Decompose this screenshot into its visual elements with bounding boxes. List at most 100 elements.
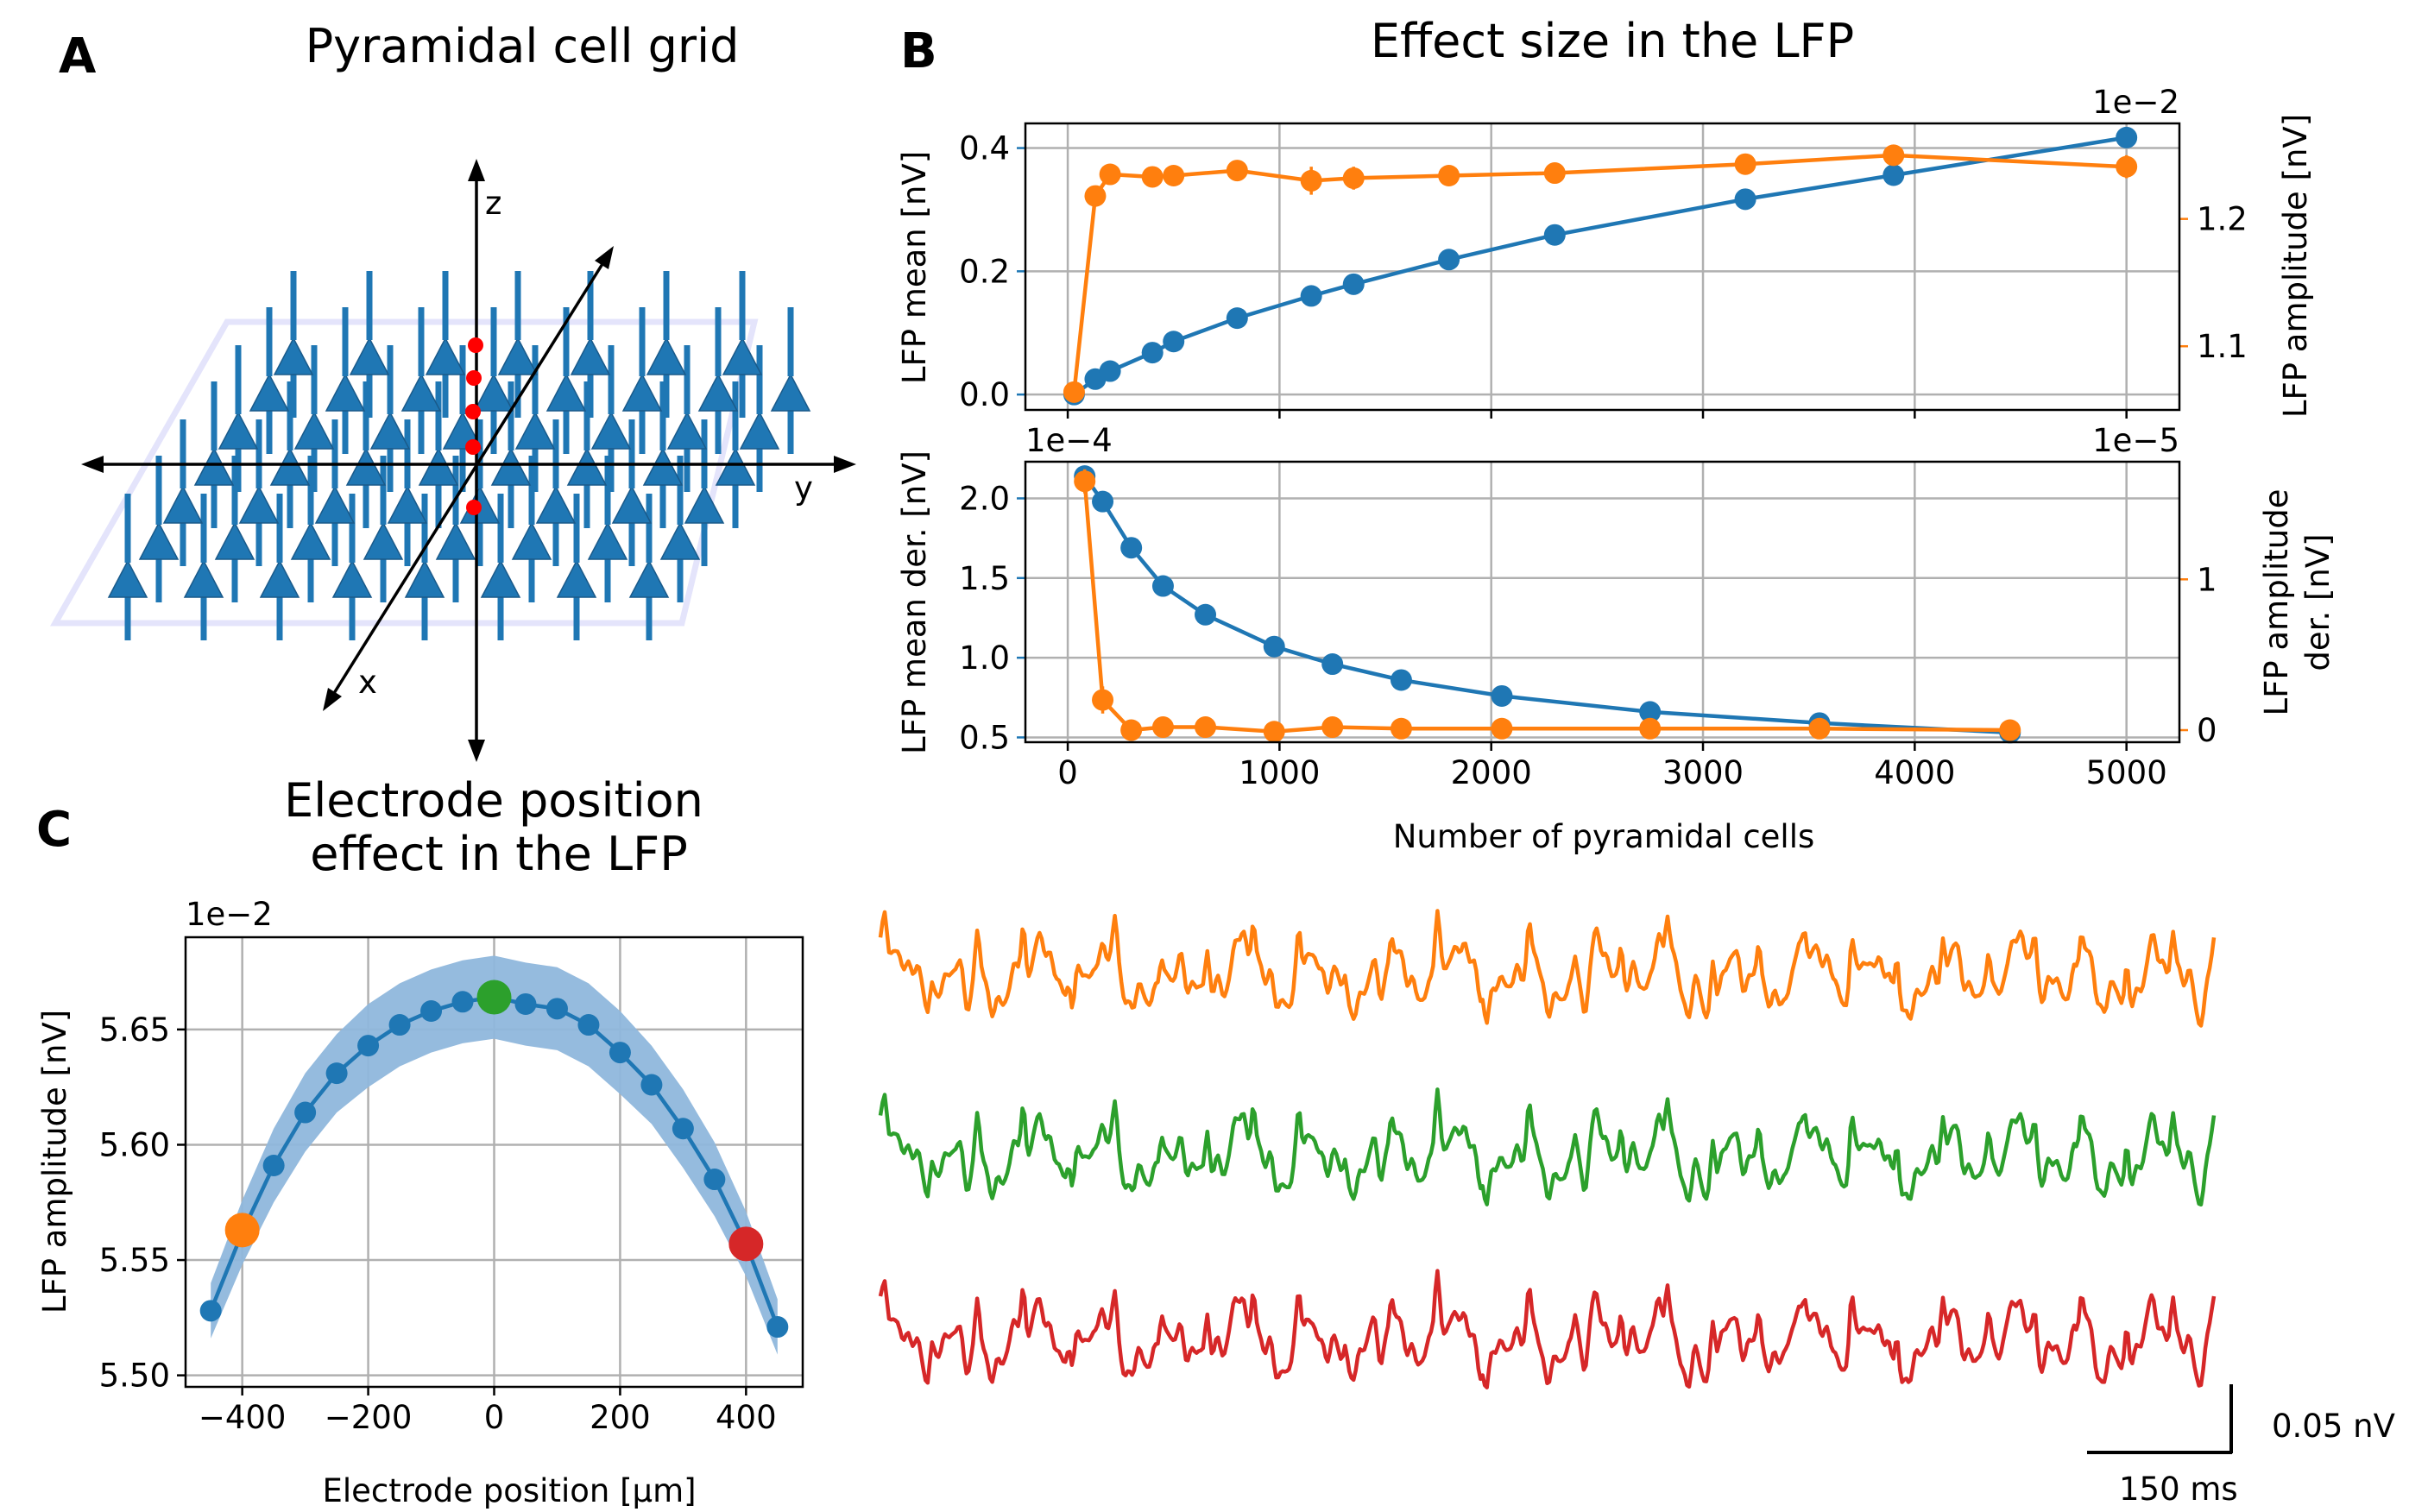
data-point-orange bbox=[1226, 160, 1248, 182]
data-point-orange bbox=[1151, 716, 1174, 739]
x-tick-label: 1000 bbox=[1239, 754, 1320, 791]
neuron-soma bbox=[715, 447, 756, 486]
x-axis-arrow-back bbox=[595, 246, 614, 269]
data-point bbox=[388, 1014, 411, 1036]
data-point-blue bbox=[1300, 285, 1322, 307]
data-point-blue bbox=[1342, 273, 1365, 295]
data-point bbox=[577, 1014, 600, 1036]
c-x-axis-label: Electrode position [μm] bbox=[322, 1472, 696, 1509]
panel-b-letter: B bbox=[900, 23, 937, 79]
neuron-soma bbox=[697, 373, 739, 412]
right-tick-label: 1.2 bbox=[2197, 201, 2248, 238]
data-point bbox=[514, 992, 537, 1015]
z-axis-arrow-up bbox=[468, 159, 485, 181]
neuron-soma bbox=[684, 485, 725, 524]
axis-label-y: y bbox=[794, 469, 813, 507]
data-point-blue bbox=[2116, 126, 2138, 148]
y-tick-label: 5.50 bbox=[99, 1358, 170, 1395]
neuron-soma bbox=[183, 559, 224, 598]
neuron-soma bbox=[214, 521, 255, 560]
data-point bbox=[420, 999, 443, 1022]
neuron-soma bbox=[387, 485, 428, 524]
neuron-soma bbox=[722, 337, 763, 375]
b-x-axis-label: Number of pyramidal cells bbox=[1393, 818, 1815, 855]
neuron-soma bbox=[418, 447, 459, 486]
data-point bbox=[640, 1074, 663, 1096]
data-point bbox=[672, 1118, 694, 1140]
chart-c: −400 −200 0 200 400 5.50 5.55 5.60 5.65 1e−2 LFP a… bbox=[36, 896, 804, 1509]
axes-frame bbox=[1024, 460, 2181, 744]
neuron-soma bbox=[345, 447, 387, 486]
lfp-trace-orange bbox=[878, 909, 2217, 1028]
pyramidal-grid-diagram: z y x bbox=[49, 159, 856, 762]
b-bottom-right-label-line1: LFP amplitude bbox=[2258, 489, 2295, 716]
electrode-point bbox=[465, 439, 481, 455]
neuron-soma bbox=[480, 559, 521, 598]
data-point bbox=[294, 1101, 317, 1124]
neuron-soma bbox=[587, 521, 628, 560]
electrode-point bbox=[466, 500, 482, 515]
neuron-soma bbox=[404, 559, 445, 598]
electrode-point bbox=[465, 404, 481, 419]
data-point-orange bbox=[1639, 717, 1662, 740]
series-blue bbox=[1074, 465, 2021, 744]
data-point-orange bbox=[1734, 153, 1756, 175]
series-line-blue bbox=[1082, 475, 2010, 735]
x-tick-label: 2000 bbox=[1451, 754, 1532, 791]
data-point-blue bbox=[1141, 342, 1164, 364]
data-point-blue bbox=[1120, 537, 1143, 559]
gridlines bbox=[1025, 462, 2179, 742]
c-offset-text: 1e−2 bbox=[186, 896, 273, 933]
electrode-point bbox=[468, 337, 483, 353]
neuron-soma bbox=[590, 411, 632, 450]
x-tick-label: −200 bbox=[325, 1399, 413, 1436]
data-point-blue bbox=[1263, 635, 1285, 658]
lfp-trace-green bbox=[878, 1087, 2217, 1207]
scale-bar-time-label: 150 ms bbox=[2119, 1471, 2238, 1508]
data-point bbox=[262, 1155, 285, 1177]
data-point-blue bbox=[1491, 684, 1513, 707]
data-point-orange bbox=[1321, 716, 1344, 739]
confidence-band bbox=[211, 955, 778, 1355]
neuron-soma bbox=[628, 559, 670, 598]
data-point bbox=[609, 1042, 631, 1064]
neuron-soma bbox=[739, 411, 780, 450]
neuron-soma bbox=[314, 485, 356, 524]
neuron-soma bbox=[273, 337, 314, 375]
series-line-orange bbox=[1072, 153, 2127, 393]
neuron-soma bbox=[369, 411, 411, 450]
data-point-blue bbox=[1099, 360, 1121, 382]
data-point-orange bbox=[1882, 144, 1905, 167]
neuron-soma bbox=[425, 337, 466, 375]
left-tick-label: 0.5 bbox=[959, 719, 1010, 756]
data-point-blue bbox=[1151, 575, 1174, 597]
data-point bbox=[703, 1169, 726, 1191]
data-point-orange bbox=[1141, 166, 1164, 188]
grid-plane bbox=[49, 318, 759, 627]
neuron-soma bbox=[556, 559, 597, 598]
x-tick-label: 3000 bbox=[1662, 754, 1744, 791]
neuron-soma bbox=[497, 337, 539, 375]
data-point-orange bbox=[1342, 167, 1365, 189]
left-tick-label: 0.0 bbox=[959, 376, 1010, 413]
data-point-orange bbox=[1438, 164, 1460, 186]
neuron-soma bbox=[349, 337, 390, 375]
data-point-orange bbox=[1491, 717, 1513, 740]
neuron-soma bbox=[269, 447, 311, 486]
data-point-orange bbox=[1263, 721, 1285, 743]
data-point bbox=[766, 1316, 789, 1339]
axes-frame bbox=[184, 936, 804, 1389]
highlight-point-red bbox=[728, 1226, 764, 1262]
neuron-soma bbox=[514, 411, 556, 450]
y-axis-arrow-left bbox=[81, 456, 104, 473]
data-point-blue bbox=[1092, 490, 1114, 513]
neuron-soma bbox=[363, 521, 404, 560]
panel-c-title-line2: effect in the LFP bbox=[310, 827, 688, 881]
panel-b-title: Effect size in the LFP bbox=[1371, 14, 1854, 68]
neuron-soma bbox=[666, 411, 708, 450]
lfp-trace-red bbox=[878, 1269, 2217, 1389]
neuron-soma bbox=[290, 521, 331, 560]
data-point-blue bbox=[1543, 224, 1566, 246]
b-bottom-right-label-line2: der. [nV] bbox=[2299, 533, 2337, 671]
gridlines bbox=[1025, 123, 2179, 410]
